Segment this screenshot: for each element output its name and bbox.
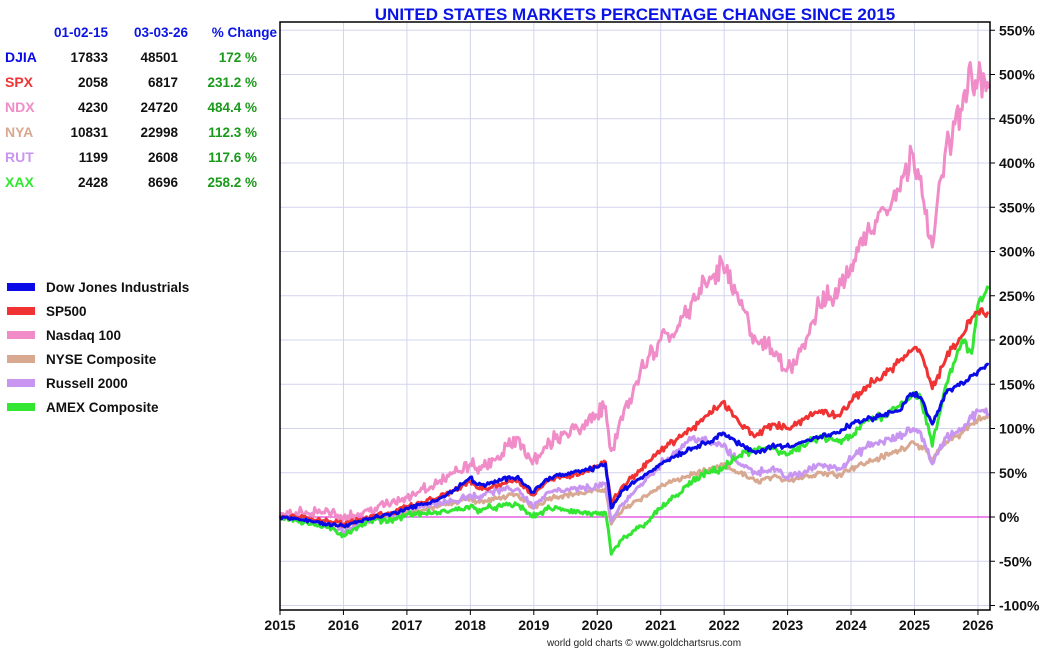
legend-item: Nasdaq 100 — [7, 328, 121, 343]
table-symbol: NDX — [5, 99, 35, 115]
table-start-value: 4230 — [78, 100, 108, 115]
table-header-end-date: 03-03-26 — [134, 25, 189, 40]
table-change-value: 231.2 % — [207, 75, 257, 90]
x-tick-label: 2025 — [899, 617, 930, 633]
table-end-value: 22998 — [140, 125, 178, 140]
y-tick-label: 50% — [999, 465, 1028, 481]
table-start-value: 2058 — [78, 75, 109, 90]
legend-item: Dow Jones Industrials — [7, 280, 189, 295]
table-row: SPX 2058 6817 231.2 % — [5, 74, 257, 90]
table-symbol: SPX — [5, 74, 34, 90]
table-row: NYA 10831 22998 112.3 % — [5, 124, 257, 140]
x-tick-label: 2022 — [709, 617, 740, 633]
table-start-value: 10831 — [70, 125, 108, 140]
x-tick-label: 2020 — [582, 617, 613, 633]
y-tick-label: 400% — [999, 155, 1035, 171]
table-symbol: DJIA — [5, 49, 37, 65]
grid — [279, 22, 990, 610]
table-start-value: 2428 — [78, 175, 109, 190]
table-start-value: 1199 — [79, 150, 108, 165]
table-change-value: 484.4 % — [207, 100, 257, 115]
series-line-ndx — [278, 61, 991, 524]
table-header-start-date: 01-02-15 — [54, 25, 109, 40]
legend-swatch — [7, 283, 35, 291]
x-tick-label: 2017 — [391, 617, 422, 633]
x-tick-label: 2024 — [835, 617, 866, 633]
y-tick-label: 300% — [999, 244, 1035, 260]
legend-label: Dow Jones Industrials — [46, 280, 189, 295]
plot-area: 2015 2016 2017 2018 2019 2020 2021 2022 2023 2024… — [264, 21, 1040, 633]
y-tick-label: 150% — [999, 376, 1035, 392]
table-change-value: 112.3 % — [208, 125, 257, 140]
legend-swatch — [7, 307, 35, 315]
table-row: DJIA 17833 48501 172 % — [5, 49, 257, 65]
legend-label: SP500 — [46, 304, 87, 319]
y-tick-label: 500% — [999, 67, 1035, 83]
x-tick-label: 2023 — [772, 617, 803, 633]
table-row: RUT 1199 2608 117.6 % — [5, 149, 257, 165]
table-change-value: 172 % — [219, 50, 257, 65]
x-axis: 2015 2016 2017 2018 2019 2020 2021 2022 2023 2024… — [264, 610, 994, 633]
table-header-change: % Change — [212, 25, 278, 40]
series-line-djia — [278, 362, 990, 529]
table-symbol: RUT — [5, 149, 34, 165]
legend-swatch — [7, 331, 35, 339]
chart-title: UNITED STATES MARKETS PERCENTAGE CHANGE … — [375, 5, 895, 24]
legend-item: Russell 2000 — [7, 376, 128, 391]
table-symbol: NYA — [5, 124, 33, 140]
x-tick-label: 2016 — [328, 617, 359, 633]
table-row: NDX 4230 24720 484.4 % — [5, 99, 257, 115]
table-start-value: 17833 — [70, 50, 108, 65]
legend-item: AMEX Composite — [7, 400, 159, 415]
series-layer — [278, 61, 991, 556]
y-tick-label: 350% — [999, 199, 1035, 215]
x-tick-label: 2019 — [518, 617, 549, 633]
y-tick-label: -100% — [999, 598, 1040, 614]
legend-item: NYSE Composite — [7, 352, 157, 367]
table-end-value: 2608 — [148, 150, 179, 165]
plot-frame — [279, 21, 991, 611]
y-tick-label: 200% — [999, 332, 1035, 348]
x-tick-label: 2015 — [264, 617, 295, 633]
legend-label: Russell 2000 — [46, 376, 128, 391]
y-axis: 550% 500% 450% 400% 350% 300% 250% 200% 150% 100%… — [990, 22, 1040, 614]
y-tick-label: -50% — [999, 553, 1032, 569]
x-tick-label: 2018 — [455, 617, 486, 633]
y-tick-label: 250% — [999, 288, 1035, 304]
table-row: XAX 2428 8696 258.2 % — [5, 174, 257, 190]
table-end-value: 6817 — [148, 75, 178, 90]
legend-swatch — [7, 379, 35, 387]
table-end-value: 8696 — [148, 175, 179, 190]
table-end-value: 48501 — [140, 50, 178, 65]
y-tick-label: 100% — [999, 421, 1035, 437]
legend-label: NYSE Composite — [46, 352, 157, 367]
table-end-value: 24720 — [140, 100, 178, 115]
x-tick-label: 2026 — [962, 617, 993, 633]
table-change-value: 117.6 % — [208, 150, 257, 165]
y-tick-label: 450% — [999, 111, 1035, 127]
legend-item: SP500 — [7, 304, 87, 319]
table-change-value: 258.2 % — [207, 175, 257, 190]
series-line-spx — [279, 307, 990, 528]
y-tick-label: 0% — [999, 509, 1020, 525]
credit-text: world gold charts © www.goldchartsrus.co… — [546, 638, 741, 649]
y-tick-label: 550% — [999, 22, 1035, 38]
summary-table: 01-02-15 03-03-26 % Change DJIA 17833 4850… — [5, 25, 277, 190]
legend-label: AMEX Composite — [46, 400, 159, 415]
legend-swatch — [7, 355, 35, 363]
legend: Dow Jones Industrials SP500 Nasdaq 100 NYSE… — [7, 280, 189, 415]
legend-label: Nasdaq 100 — [46, 328, 121, 343]
table-symbol: XAX — [5, 174, 34, 190]
x-tick-label: 2021 — [645, 617, 676, 633]
legend-swatch — [7, 403, 35, 411]
